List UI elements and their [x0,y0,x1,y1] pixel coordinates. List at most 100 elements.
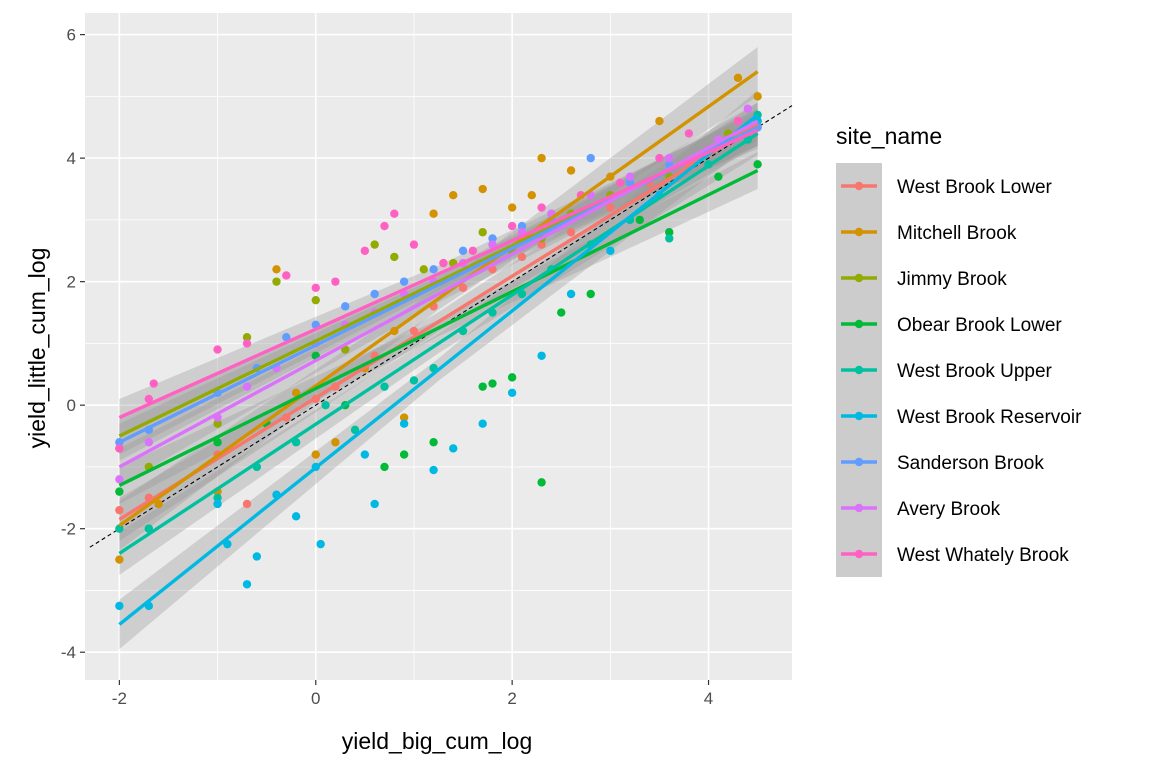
data-point [380,221,389,231]
data-point [606,246,615,255]
data-point [311,295,320,305]
legend-key-point [854,365,864,375]
y-axis-ticks: -4 -2 0 2 4 6 [61,26,85,662]
data-point [399,413,409,422]
fit-lines [118,70,759,626]
data-point [370,289,379,299]
legend-key-point [854,273,864,283]
data-point [399,277,409,286]
data-point [733,73,743,83]
data-point [115,601,124,611]
data-point [282,333,291,342]
data-point [488,379,497,388]
data-point [753,160,762,169]
data-point [468,246,478,255]
data-point [242,499,252,509]
data-point [507,388,517,398]
data-point [488,240,497,249]
data-point [733,116,743,126]
y-tick-label: 2 [67,273,76,292]
data-point [625,172,635,181]
data-point [458,283,468,293]
legend-label: Sanderson Brook [897,453,1044,474]
data-point [311,450,320,459]
data-point [635,215,644,225]
x-axis-title: yield_big_cum_log [342,728,533,754]
data-point [213,438,222,447]
data-point [537,240,546,249]
legend-label: West Brook Lower [897,177,1053,198]
data-point [606,203,615,212]
data-point [449,444,458,453]
legend-title: site_name [836,123,942,149]
data-point [478,419,487,428]
data-point [429,265,438,274]
data-point [213,499,222,509]
data-point [350,425,360,435]
data-point [449,190,458,200]
legend-label: Avery Brook [897,499,1001,520]
data-point [625,178,635,188]
data-point [144,438,154,447]
fit-line [118,128,759,420]
data-point [282,271,291,280]
data-point [341,302,350,311]
data-point [360,246,370,255]
legend-label: Jimmy Brook [897,269,1007,290]
data-point [380,382,389,391]
data-point [665,153,674,163]
data-point [655,153,664,163]
data-point [517,221,527,231]
data-point [429,209,438,218]
data-point [684,129,694,138]
data-point [380,462,389,472]
data-point [291,388,301,398]
x-axis-ticks: -2 0 2 4 [112,680,713,708]
y-tick-label: 4 [67,149,76,168]
data-point [115,444,124,453]
legend-label: Obear Brook Lower [897,315,1062,336]
data-point [115,505,124,515]
data-point [615,178,625,188]
data-point [586,153,595,163]
data-point [655,116,664,126]
data-point [488,234,497,243]
data-point [115,555,124,564]
data-point [478,382,487,391]
data-point [409,376,419,385]
data-point [149,379,158,388]
data-point [665,234,674,243]
data-point [331,438,340,447]
data-point [144,394,154,404]
data-point [242,382,252,391]
data-point [370,240,379,249]
data-point [566,289,576,299]
data-point [291,512,301,521]
data-point [252,552,262,561]
data-point [458,246,468,255]
data-point [390,252,399,262]
data-point [154,499,163,509]
data-point [316,539,325,549]
data-point [753,92,762,101]
fit-line [118,168,759,487]
data-point [537,203,546,212]
data-point [537,351,546,360]
data-point [429,438,438,447]
data-point [439,258,448,268]
fit-line [118,122,759,521]
data-point [321,400,330,410]
fit-line [118,70,759,527]
x-tick-label: -2 [112,689,127,708]
data-point [507,203,517,212]
legend-key-point [854,503,864,513]
data-point [213,493,222,503]
data-point [478,228,487,237]
legend-key-point [854,227,864,237]
data-point [360,450,370,459]
data-point [242,580,252,589]
legend-key-point [854,549,864,559]
data-point [537,478,546,487]
data-point [213,419,222,428]
